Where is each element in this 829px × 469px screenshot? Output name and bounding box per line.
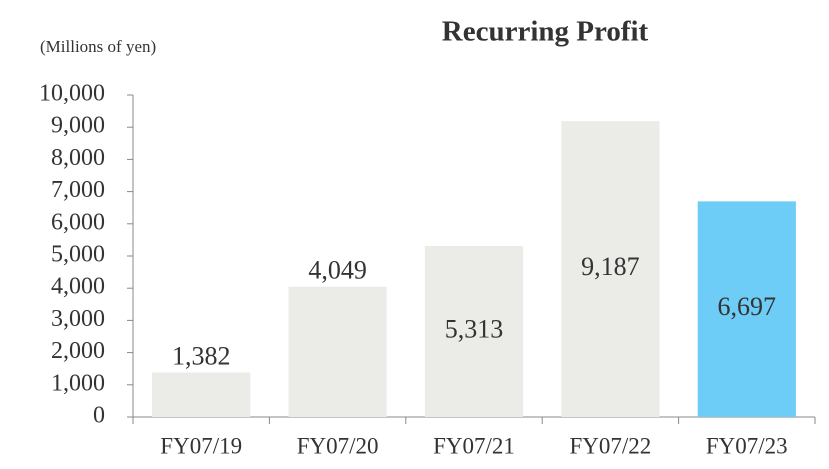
- y-tick-label: 7,000: [51, 177, 105, 203]
- unit-label: (Millions of yen): [40, 37, 156, 56]
- chart-title: Recurring Profit: [442, 16, 649, 48]
- bar: [288, 286, 387, 417]
- bar: [561, 121, 660, 418]
- x-tick-label: FY07/23: [706, 433, 788, 458]
- data-label: 6,697: [718, 292, 777, 321]
- data-label: 4,049: [308, 256, 367, 285]
- bar: [697, 201, 796, 417]
- y-tick-label: 4,000: [51, 274, 105, 300]
- y-tick-label: 0: [93, 403, 105, 429]
- data-label: 5,313: [445, 314, 504, 343]
- y-tick-label: 9,000: [51, 113, 105, 139]
- y-tick-label: 1,000: [51, 370, 105, 396]
- bar: [424, 245, 524, 417]
- data-label: 1,382: [172, 341, 231, 370]
- y-tick-label: 2,000: [51, 338, 105, 364]
- y-tick-label: 6,000: [51, 209, 105, 235]
- bar: [152, 372, 251, 417]
- y-tick-label: 8,000: [51, 145, 105, 171]
- data-label: 9,187: [581, 252, 640, 281]
- x-tick-label: FY07/21: [433, 433, 515, 458]
- x-tick-label: FY07/20: [297, 433, 379, 458]
- y-tick-label: 10,000: [39, 81, 105, 107]
- x-tick-label: FY07/19: [160, 433, 242, 458]
- x-tick-label: FY07/22: [570, 433, 652, 458]
- y-tick-label: 3,000: [51, 306, 105, 332]
- y-tick-label: 5,000: [51, 242, 105, 268]
